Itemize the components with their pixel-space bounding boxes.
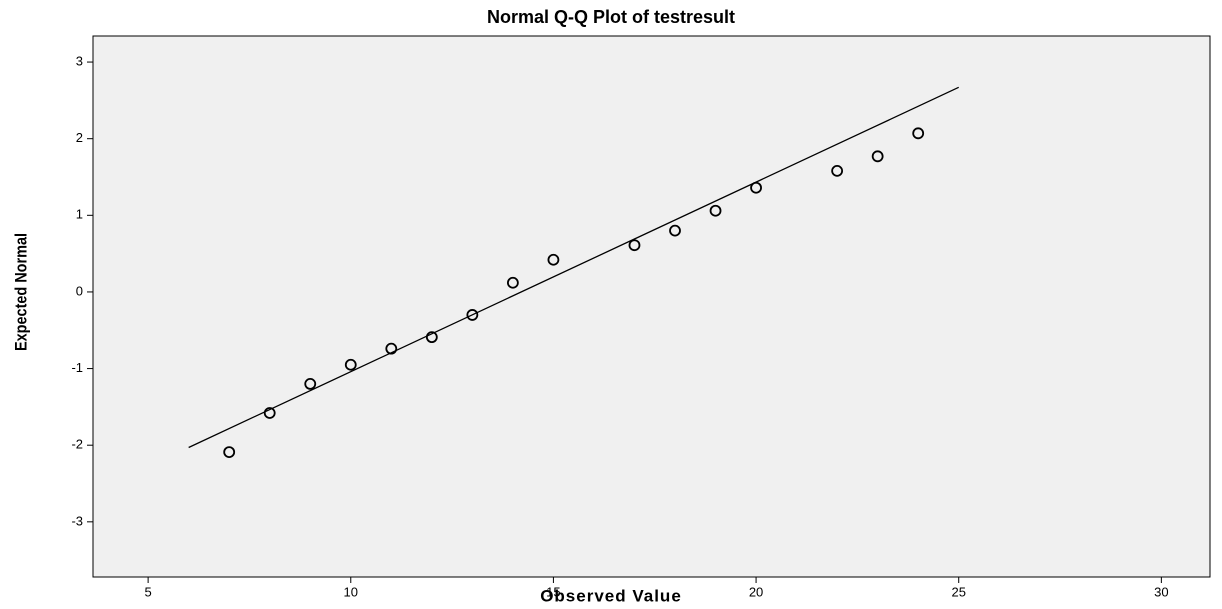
point xyxy=(628,239,641,252)
point xyxy=(466,309,479,321)
reference-line xyxy=(188,86,959,449)
x-tick-label: 25 xyxy=(951,584,965,599)
point xyxy=(669,224,681,237)
point xyxy=(385,342,398,355)
x-tick-label: 15 xyxy=(546,584,560,599)
point xyxy=(871,150,884,163)
y-tick-label: -3 xyxy=(71,513,83,528)
point xyxy=(831,164,844,177)
point xyxy=(304,377,317,390)
y-tick-label: 0 xyxy=(76,283,83,298)
point xyxy=(750,181,762,194)
y-tick-label: -2 xyxy=(71,437,83,452)
point xyxy=(506,276,519,289)
x-tick-label: 30 xyxy=(1154,584,1168,599)
plot-area xyxy=(92,35,1211,578)
point xyxy=(425,331,438,344)
y-tick-label: 3 xyxy=(76,53,83,68)
y-tick-label: 2 xyxy=(76,130,83,145)
point xyxy=(547,253,560,266)
x-tick-label: 10 xyxy=(344,584,358,599)
point xyxy=(263,407,276,419)
y-axis-title: Expected Normal xyxy=(12,233,30,351)
chart-title: Normal Q-Q Plot of testresult xyxy=(487,7,735,27)
y-tick-label: -1 xyxy=(71,360,83,375)
point xyxy=(912,127,925,140)
point xyxy=(223,446,236,458)
x-tick-label: 20 xyxy=(749,584,763,599)
point xyxy=(709,204,722,217)
x-axis-title: Observed Value xyxy=(540,586,682,605)
point xyxy=(344,358,357,371)
y-tick-label: 1 xyxy=(76,207,83,222)
x-tick-label: 5 xyxy=(145,584,152,599)
